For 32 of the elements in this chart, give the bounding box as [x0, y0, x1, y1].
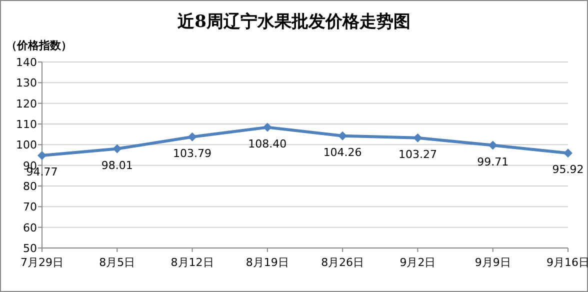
- point: [38, 150, 46, 160]
- point: [262, 122, 272, 132]
- y-tick-label: 60: [23, 221, 37, 234]
- y-tick-label: 120: [16, 97, 37, 110]
- y-tick-label: 100: [16, 138, 37, 152]
- data-label: 104.26: [323, 146, 362, 159]
- y-tick-label: 140: [16, 56, 37, 69]
- y-tick-label: 110: [16, 118, 37, 131]
- x-tick-label: 8月5日: [99, 256, 136, 269]
- point: [488, 140, 498, 150]
- point: [112, 144, 122, 154]
- y-tick-label: 130: [16, 76, 37, 90]
- x-tick-label: 8月26日: [321, 256, 364, 269]
- x-tick-label: 8月12日: [170, 256, 214, 269]
- data-label: 95.92: [552, 163, 584, 176]
- chart-title: 近8周辽宁水果批发价格走势图: [176, 12, 410, 32]
- point: [564, 148, 572, 158]
- y-tick-label: 50: [23, 242, 37, 255]
- data-label: 108.40: [248, 137, 287, 150]
- x-tick-label: 9月2日: [400, 256, 436, 269]
- y-axis-title: （价格指数）: [6, 39, 72, 52]
- data-label: 99.71: [477, 155, 509, 168]
- x-tick-label: 8月19日: [246, 256, 289, 269]
- y-tick-label: 80: [23, 180, 37, 193]
- data-label: 98.01: [101, 158, 133, 172]
- x-tick-label: 9月16日: [546, 256, 588, 269]
- x-tick-label: 7月29日: [20, 256, 64, 269]
- point: [188, 132, 197, 142]
- data-label: 103.79: [173, 146, 212, 160]
- x-tick-label: 9月9日: [474, 256, 511, 269]
- y-tick-label: 70: [23, 200, 37, 214]
- data-label: 103.27: [398, 148, 437, 161]
